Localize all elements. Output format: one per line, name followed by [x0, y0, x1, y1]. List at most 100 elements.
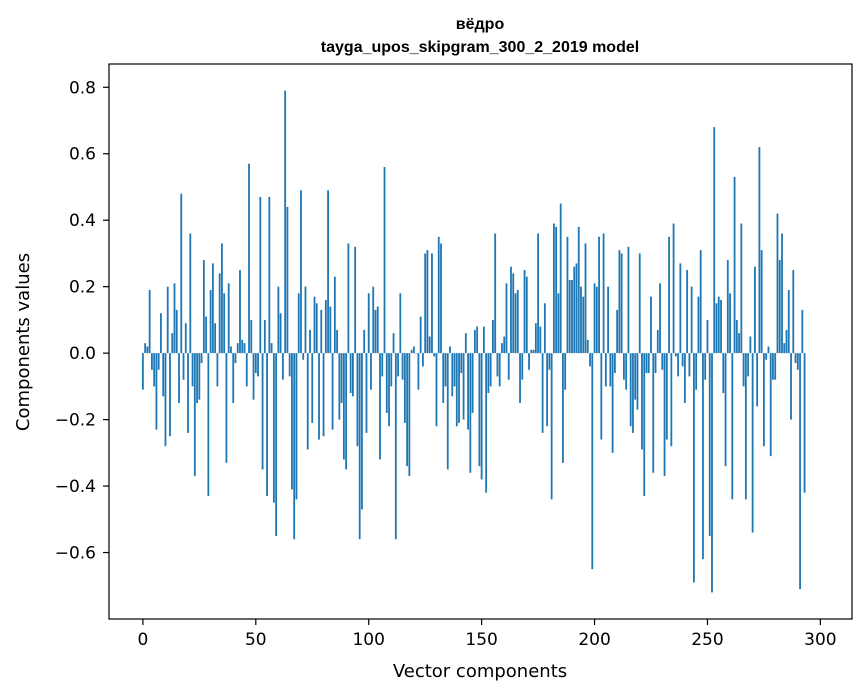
bar — [686, 270, 689, 354]
bar — [765, 353, 768, 360]
bar — [548, 353, 551, 370]
bar — [157, 353, 160, 370]
bar — [272, 353, 275, 503]
bar — [659, 283, 661, 354]
bar — [266, 353, 268, 497]
bar — [747, 353, 750, 377]
bar — [415, 353, 418, 354]
bar — [455, 353, 458, 427]
bar — [763, 353, 765, 447]
bar — [787, 289, 790, 354]
bar — [410, 349, 413, 354]
bar — [546, 353, 549, 427]
bar — [557, 293, 560, 354]
bar — [749, 336, 752, 354]
bar — [442, 353, 445, 403]
bar — [564, 353, 567, 390]
bar — [656, 329, 659, 354]
bar — [489, 353, 492, 387]
bar — [200, 353, 203, 364]
bar — [663, 353, 666, 477]
bar — [196, 353, 198, 403]
bar — [738, 333, 740, 354]
bar — [683, 353, 686, 403]
bar — [221, 243, 223, 354]
y-tick-label: −0.6 — [55, 544, 96, 564]
bar — [279, 313, 282, 354]
bar — [650, 296, 652, 354]
bar — [390, 353, 393, 387]
bar — [232, 353, 235, 403]
bar — [783, 343, 786, 354]
bar — [726, 260, 729, 354]
bar — [629, 353, 632, 427]
bar — [419, 316, 422, 354]
bar — [480, 353, 483, 480]
x-tick-label: 0 — [137, 630, 148, 650]
bar — [593, 283, 596, 354]
bar — [234, 353, 237, 364]
bar — [338, 353, 341, 420]
bar — [318, 353, 320, 440]
bar — [169, 353, 171, 437]
bar — [437, 236, 440, 354]
bar — [476, 326, 479, 354]
bar — [672, 223, 675, 354]
bar — [600, 353, 603, 440]
x-axis-label: Vector components — [393, 661, 567, 682]
bar — [422, 353, 424, 367]
bar — [539, 326, 542, 354]
bar — [394, 353, 397, 540]
bar — [632, 353, 634, 433]
bar — [661, 353, 664, 370]
bar — [469, 353, 472, 473]
bar — [160, 313, 162, 354]
bar — [141, 353, 144, 390]
bar — [216, 353, 219, 387]
bar — [776, 213, 779, 354]
bar — [794, 353, 797, 364]
bar — [385, 353, 388, 413]
bar — [361, 353, 363, 510]
bar — [706, 319, 709, 354]
bar — [336, 329, 338, 354]
bar — [322, 353, 325, 437]
bar — [300, 190, 302, 354]
bar — [534, 323, 537, 354]
bar — [412, 346, 415, 354]
bar — [677, 353, 680, 377]
y-tick-label: −0.2 — [55, 411, 96, 431]
bar — [349, 353, 352, 394]
bar — [354, 246, 357, 354]
bar — [566, 236, 569, 354]
bar — [198, 353, 201, 400]
bar — [460, 353, 463, 374]
bar — [722, 353, 725, 394]
bar — [281, 353, 284, 380]
bar — [532, 349, 535, 354]
bar — [211, 263, 214, 354]
bar — [444, 353, 447, 387]
bar — [620, 253, 623, 354]
bar — [668, 236, 670, 354]
bar — [295, 353, 298, 500]
bar — [241, 339, 244, 354]
bar — [647, 353, 650, 374]
bar — [733, 176, 736, 354]
bar — [315, 303, 318, 354]
bar — [715, 303, 718, 354]
bar — [144, 343, 147, 354]
bar — [785, 329, 788, 354]
bar — [408, 353, 411, 477]
bar — [428, 336, 431, 354]
bar — [638, 253, 641, 354]
bar — [774, 353, 777, 380]
bar — [708, 353, 711, 536]
bar — [559, 203, 562, 354]
bar — [645, 353, 648, 374]
bar — [501, 343, 503, 354]
bar — [254, 353, 257, 374]
bar — [313, 296, 316, 354]
bar — [521, 353, 524, 380]
